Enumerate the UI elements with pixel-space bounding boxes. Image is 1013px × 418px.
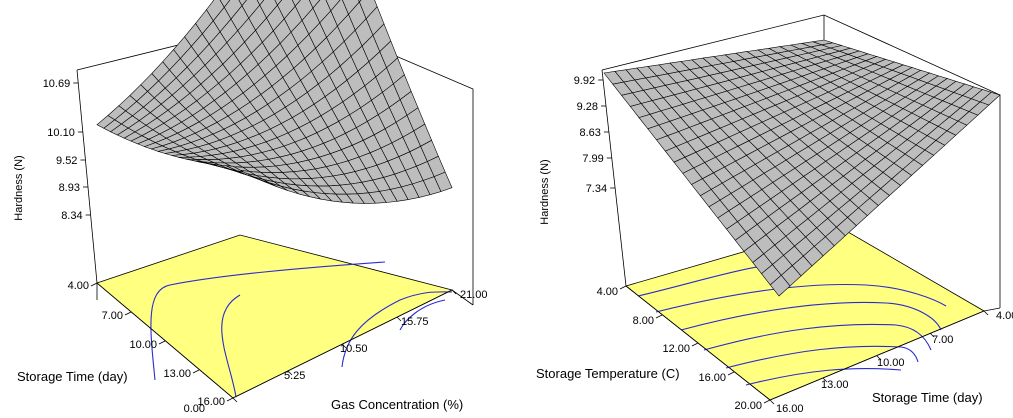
x-tick-label: 10.50 bbox=[340, 343, 368, 355]
time-axis-edge bbox=[96, 282, 234, 399]
z-axis-label: Hardness (N) bbox=[539, 159, 551, 224]
x-tick bbox=[451, 289, 457, 295]
y-tick bbox=[226, 397, 234, 402]
contour-line-2 bbox=[655, 283, 947, 313]
x-tick-label: 0.00 bbox=[184, 403, 205, 413]
surface-cell bbox=[256, 0, 265, 6]
z-tick-label: 9.52 bbox=[56, 155, 77, 167]
axis-ticks: 10.69 10.10 9.52 8.93 8.34 4.00 7.00 10.00 13.00… bbox=[43, 78, 488, 415]
right-surface-plot: 9.92 9.28 8.63 7.99 7.34 4.00 8.00 12.00 16.00 20… bbox=[536, 14, 1013, 415]
z-axis-label: Hardness (N) bbox=[13, 155, 25, 220]
y-tick bbox=[619, 285, 627, 290]
surface-cell bbox=[308, 0, 321, 9]
x-tick bbox=[232, 397, 238, 403]
response-surface bbox=[96, 0, 453, 204]
right-floor-edge bbox=[451, 289, 474, 306]
x-tick-label: 7.00 bbox=[932, 334, 953, 346]
z-tick-label: 8.34 bbox=[61, 210, 82, 222]
contour-line-6 bbox=[745, 367, 902, 386]
y-axis-label: Storage Time (day) bbox=[17, 369, 128, 384]
x-axis-label: Storage Time (day) bbox=[872, 390, 983, 405]
z-tick-label: 9.92 bbox=[574, 75, 595, 87]
y-tick-label: 16.00 bbox=[197, 396, 225, 408]
back-edge bbox=[601, 14, 1001, 308]
x-tick bbox=[769, 399, 775, 405]
y-tick bbox=[192, 369, 200, 374]
y-tick-label: 4.00 bbox=[68, 280, 89, 292]
x-tick bbox=[341, 343, 347, 349]
z-tick-label: 9.28 bbox=[577, 101, 598, 113]
contour-line-5 bbox=[725, 345, 919, 369]
y-tick bbox=[655, 314, 663, 319]
x-tick-label: 21.00 bbox=[460, 289, 488, 301]
x-tick bbox=[876, 355, 882, 361]
contour-line-2 bbox=[221, 294, 241, 398]
y-tick bbox=[763, 399, 771, 404]
z-tick-label: 10.69 bbox=[43, 78, 71, 90]
y-tick-label: 7.00 bbox=[102, 310, 123, 322]
left-surface-plot: 10.69 10.10 9.52 8.93 8.34 4.00 7.00 10.00 13.00… bbox=[13, 0, 488, 415]
x-tick-label: 4.00 bbox=[996, 310, 1013, 322]
response-surface bbox=[603, 39, 1001, 297]
y-tick bbox=[124, 311, 132, 316]
surface-cell bbox=[979, 91, 1001, 106]
surface-cell bbox=[274, 0, 283, 6]
left-vertical-edge bbox=[601, 69, 627, 287]
x-tick-label: 10.00 bbox=[877, 357, 905, 369]
y-tick bbox=[158, 340, 166, 345]
x-tick bbox=[822, 377, 828, 383]
left-chart: 10.69 10.10 9.52 8.93 8.34 4.00 7.00 10.00 13.00… bbox=[0, 0, 506, 415]
z-tick-label: 8.63 bbox=[579, 127, 600, 139]
x-tick-label: 13.00 bbox=[821, 379, 849, 391]
surface-cell bbox=[433, 171, 453, 192]
x-tick bbox=[396, 316, 402, 322]
surface-cell bbox=[238, 0, 247, 7]
y-tick-label: 16.00 bbox=[698, 372, 726, 384]
y-axis-label: Storage Temperature (C) bbox=[536, 366, 680, 381]
x-axis-label: Gas Concentration (%) bbox=[331, 397, 463, 412]
contour-lines bbox=[637, 261, 947, 386]
contour-line-4 bbox=[703, 323, 932, 351]
y-tick bbox=[691, 342, 699, 347]
y-tick-label: 20.00 bbox=[734, 400, 762, 412]
x-tick bbox=[287, 370, 293, 376]
right-chart: 9.92 9.28 8.63 7.99 7.34 4.00 8.00 12.00 16.00 20… bbox=[506, 0, 1013, 415]
y-tick bbox=[727, 371, 735, 376]
y-tick-label: 13.00 bbox=[163, 368, 191, 380]
contour-lines bbox=[150, 261, 453, 398]
x-tick-label: 5.25 bbox=[284, 370, 305, 382]
x-tick-label: 15.75 bbox=[401, 316, 429, 328]
z-tick-label: 7.99 bbox=[582, 153, 603, 165]
z-tick-label: 8.93 bbox=[59, 182, 80, 194]
y-tick-label: 8.00 bbox=[633, 315, 654, 327]
z-tick-label: 10.10 bbox=[47, 127, 75, 139]
y-tick-label: 10.00 bbox=[129, 339, 157, 351]
x-tick-label: 16.00 bbox=[776, 403, 804, 413]
contour-line-3 bbox=[341, 291, 453, 368]
surface-cell bbox=[219, 0, 231, 8]
contour-line-1 bbox=[150, 261, 386, 381]
time-axis-edge bbox=[769, 310, 985, 401]
y-tick-label: 12.00 bbox=[662, 343, 690, 355]
y-tick bbox=[90, 282, 98, 287]
z-tick-label: 7.34 bbox=[586, 183, 607, 195]
contour-line-4 bbox=[399, 299, 446, 331]
right-floor-edge bbox=[983, 307, 1001, 312]
x-tick bbox=[983, 310, 989, 316]
x-tick bbox=[929, 332, 935, 338]
surface-cell bbox=[291, 0, 301, 7]
y-tick-label: 4.00 bbox=[597, 286, 618, 298]
axis-ticks: 9.92 9.28 8.63 7.99 7.34 4.00 8.00 12.00 16.00 20… bbox=[574, 75, 1013, 415]
contour-line-3 bbox=[680, 301, 942, 331]
left-vertical-edge bbox=[76, 69, 98, 284]
